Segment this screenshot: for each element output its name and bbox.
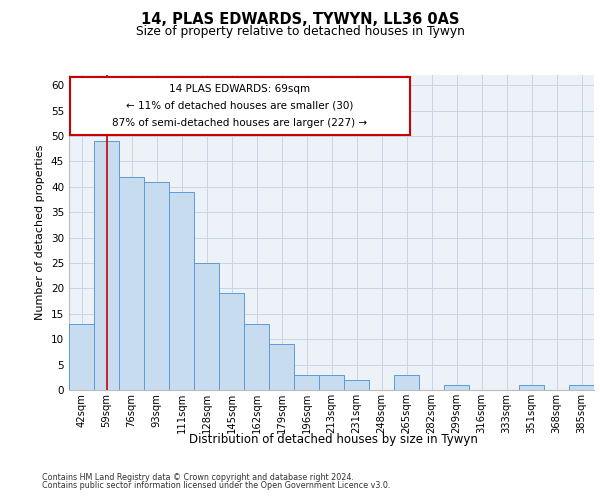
Bar (119, 176, 144, 390)
Text: ← 11% of detached houses are smaller (30): ← 11% of detached houses are smaller (30… (126, 101, 353, 111)
Bar (294, 375, 319, 390)
Text: Contains HM Land Registry data © Crown copyright and database right 2024.: Contains HM Land Registry data © Crown c… (42, 472, 354, 482)
Bar (344, 380, 369, 390)
Bar (519, 385, 544, 390)
Bar (269, 344, 294, 390)
Bar (444, 385, 469, 390)
Bar (394, 375, 419, 390)
Text: Contains public sector information licensed under the Open Government Licence v3: Contains public sector information licen… (42, 481, 391, 490)
Bar (94, 141, 119, 390)
Bar (169, 192, 194, 390)
FancyBboxPatch shape (70, 76, 409, 135)
Bar (69, 324, 94, 390)
Bar (219, 294, 244, 390)
Bar (244, 324, 269, 390)
Bar (194, 263, 219, 390)
Text: Size of property relative to detached houses in Tywyn: Size of property relative to detached ho… (136, 25, 464, 38)
Text: Distribution of detached houses by size in Tywyn: Distribution of detached houses by size … (188, 432, 478, 446)
Text: 87% of semi-detached houses are larger (227) →: 87% of semi-detached houses are larger (… (112, 118, 367, 128)
Bar (569, 385, 594, 390)
Bar (319, 375, 344, 390)
Bar (144, 182, 169, 390)
Text: 14 PLAS EDWARDS: 69sqm: 14 PLAS EDWARDS: 69sqm (169, 84, 310, 94)
Y-axis label: Number of detached properties: Number of detached properties (35, 145, 46, 320)
Text: 14, PLAS EDWARDS, TYWYN, LL36 0AS: 14, PLAS EDWARDS, TYWYN, LL36 0AS (141, 12, 459, 28)
